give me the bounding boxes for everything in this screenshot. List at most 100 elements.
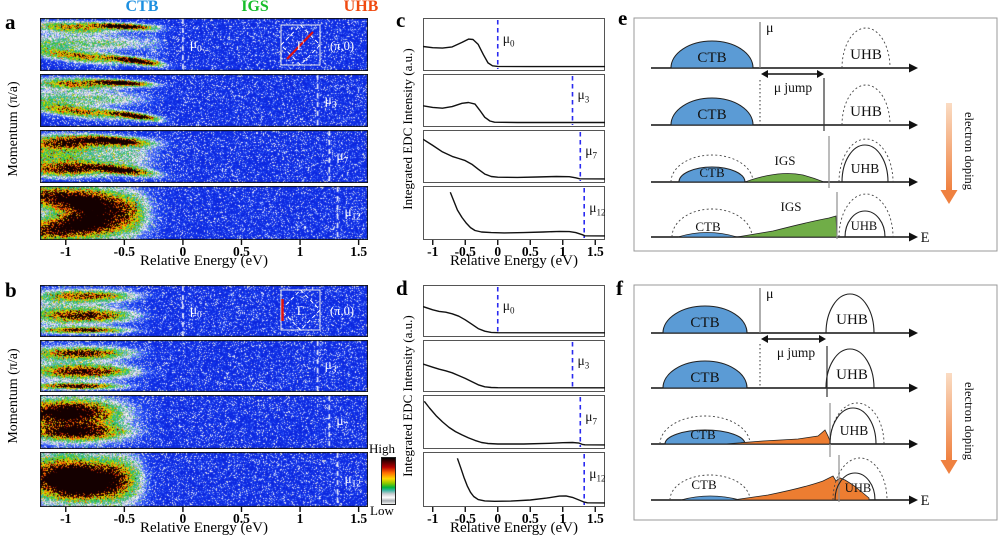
heatmap-canvas-a-2 xyxy=(40,130,368,183)
edc-subpanel-d-2 xyxy=(423,395,605,449)
mu-label-a-3: μ3 xyxy=(325,92,337,110)
tick-label: 1 xyxy=(559,511,566,527)
schematic-text: UHB xyxy=(836,312,868,328)
tick-label: 1.5 xyxy=(350,511,367,527)
schematic-text: UHB xyxy=(851,219,877,233)
tick-label: -0.5 xyxy=(114,511,135,527)
igs-weight-shape xyxy=(737,216,837,237)
schematic-text: CTB xyxy=(690,315,719,331)
figure-root: a b c d e f CTB IGS UHB Momentum (π/a) M… xyxy=(0,0,1000,538)
tick-label: 1 xyxy=(559,244,566,260)
edc-subpanel-d-3 xyxy=(423,452,605,507)
mu-label-b-3: μ3 xyxy=(325,357,337,375)
y-axis-label-d: Integrated EDC Intensity (a.u.) xyxy=(400,315,416,476)
legend-uhb: UHB xyxy=(344,0,379,16)
energy-axis-arrowhead xyxy=(909,384,918,393)
schematic-text: CTB xyxy=(697,50,726,66)
x-axis-ticks xyxy=(40,507,368,515)
tick-label: 0.5 xyxy=(522,511,539,527)
tick-label: -0.5 xyxy=(455,511,476,527)
mu-label-b-12: μ12 xyxy=(345,471,361,489)
bz-inset-a: Γ (π,0) xyxy=(276,22,368,70)
energy-axis-arrowhead xyxy=(909,178,918,187)
schematic-text: CTB xyxy=(690,427,716,442)
mu-label-c-12: μ12 xyxy=(589,200,605,218)
schematic-text: IGS xyxy=(781,199,802,214)
igs-weight-shape xyxy=(745,174,824,182)
heatmap-canvas-b-3 xyxy=(40,452,368,507)
electron-doping-arrowhead xyxy=(941,190,958,204)
heatmap-canvas-a-3 xyxy=(40,186,368,240)
schematic-text: UHB xyxy=(851,161,880,176)
mu-label-b-0: μ0 xyxy=(190,302,202,320)
energy-axis-arrowhead xyxy=(909,64,918,73)
y-axis-label-c: Integrated EDC Intensity (a.u.) xyxy=(400,48,416,209)
schematic-text: μ jump xyxy=(777,345,816,360)
schematic-text: UHB xyxy=(850,104,882,120)
energy-axis-arrowhead xyxy=(909,496,918,505)
schematic-text: CTB xyxy=(691,477,717,492)
mu-label-d-0: μ0 xyxy=(503,298,515,316)
tick-label: -1 xyxy=(60,244,71,260)
mu-label-a-7: μ7 xyxy=(336,148,348,166)
bz-inset-b: Γ (π,0) xyxy=(276,287,368,335)
schematic-text: UHB xyxy=(836,367,868,383)
mu-label-c-7: μ7 xyxy=(585,143,597,161)
y-axis-label-a: Momentum (π/a) xyxy=(6,81,22,176)
panel-label-a: a xyxy=(5,10,16,35)
colorbar-high-label: High xyxy=(369,441,395,457)
energy-axis-arrowhead xyxy=(909,329,918,338)
schematic-text: IGS xyxy=(775,153,796,168)
mu-label-a-12: μ12 xyxy=(345,204,361,222)
tick-label: 0 xyxy=(180,511,187,527)
electron-doping-arrow-shaft xyxy=(946,103,952,190)
mu-label-d-7: μ7 xyxy=(585,409,597,427)
panel-label-b: b xyxy=(5,278,17,303)
x-axis-ticks xyxy=(40,240,368,248)
mu-label-b-7: μ7 xyxy=(336,413,348,431)
schematic-text: UHB xyxy=(840,423,869,438)
electron-doping-arrowhead xyxy=(941,460,958,474)
energy-axis-arrowhead xyxy=(909,233,918,242)
tick-label: -1 xyxy=(427,244,438,260)
schematic-f: CTBμUHBμ jumpCTB UHBCTB UHBCTB UHBEelectron… xyxy=(633,283,999,523)
schematic-text: electron doping xyxy=(962,112,976,191)
tick-label: 1.5 xyxy=(350,244,367,260)
arrowhead-left xyxy=(761,335,768,343)
mu-label-d-3: μ3 xyxy=(578,353,590,371)
schematic-e: CTB μ UHB μ jump CTB UHB CTB IGS UHB CTB IGS UHB Eel… xyxy=(633,14,999,254)
x-axis-ticks xyxy=(423,240,605,248)
colorbar-low-label: Low xyxy=(370,503,394,519)
mu-label-c-3: μ3 xyxy=(578,87,590,105)
schematic-text: μ jump xyxy=(774,80,813,95)
pi0-label: (π,0) xyxy=(330,304,354,318)
tick-label: 0 xyxy=(494,511,501,527)
schematic-text: UHB xyxy=(850,47,882,63)
tick-label: 0.5 xyxy=(233,511,250,527)
panel-label-c: c xyxy=(396,8,405,33)
edc-frame xyxy=(424,396,605,449)
ctb-residual-shape xyxy=(681,496,740,500)
mu-label-d-12: μ12 xyxy=(589,466,605,484)
gamma-label: Γ xyxy=(297,303,305,318)
pi0-label: (π,0) xyxy=(330,39,354,53)
tick-label: 0 xyxy=(494,244,501,260)
tick-label: 1.5 xyxy=(587,244,604,260)
schematic-text: CTB xyxy=(690,370,719,386)
schematic-text: E xyxy=(921,230,930,246)
heatmap-canvas-b-1 xyxy=(40,340,368,392)
edc-frame xyxy=(424,131,605,183)
tick-label: 0.5 xyxy=(233,244,250,260)
tick-label: -0.5 xyxy=(114,244,135,260)
schematic-text: CTB xyxy=(697,107,726,123)
heatmap-canvas-a-1 xyxy=(40,74,368,127)
x-axis-ticks xyxy=(423,507,605,515)
tick-label: 1.5 xyxy=(587,511,604,527)
gamma-label: Γ xyxy=(297,38,305,53)
schematic-text: electron doping xyxy=(962,382,976,461)
schematic-text: CTB xyxy=(699,165,725,180)
tick-label: -1 xyxy=(60,511,71,527)
legend-ctb: CTB xyxy=(126,0,159,16)
panel-label-d: d xyxy=(396,276,408,301)
colorbar xyxy=(381,457,396,505)
